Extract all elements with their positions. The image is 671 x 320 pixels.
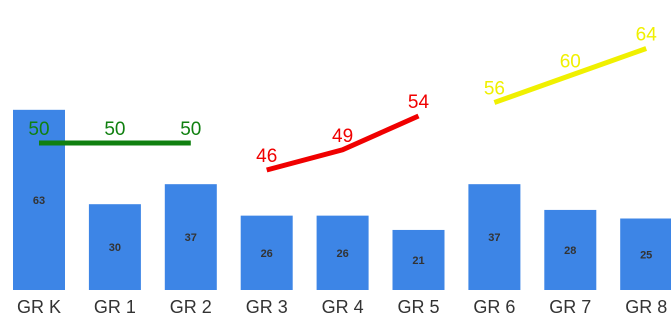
bar-value-label: 21 [412, 255, 424, 267]
bar-8 [544, 209, 597, 290]
bar-value-label: 25 [640, 249, 652, 261]
bar-9 [620, 218, 671, 290]
bar-5 [316, 215, 369, 290]
x-tick-label: GR 1 [94, 297, 136, 317]
bar-7 [468, 184, 521, 290]
bar-3 [164, 184, 217, 290]
x-tick-label: GR 8 [625, 297, 667, 317]
x-tick-label: GR 5 [397, 297, 439, 317]
bar-2 [88, 204, 141, 290]
bar-6 [392, 229, 445, 290]
series-point-label: 49 [332, 126, 353, 147]
series-point-label: 50 [28, 119, 49, 140]
series-line-6 [493, 46, 648, 105]
x-tick-label: GR 6 [473, 297, 515, 317]
x-tick-label: GR 3 [246, 297, 288, 317]
bar-value-label: 37 [488, 232, 500, 244]
x-tick-label: GR 7 [549, 297, 591, 317]
bar-value-label: 63 [33, 195, 45, 207]
x-tick-label: GR K [17, 297, 61, 317]
bar-value-label: 28 [564, 245, 576, 257]
x-tick-label: GR 2 [170, 297, 212, 317]
series-line-3 [266, 113, 420, 173]
bar-4 [240, 215, 293, 290]
bar-value-label: 26 [261, 248, 273, 260]
series-point-label: 64 [636, 25, 658, 46]
series-point-label: 54 [408, 92, 430, 113]
bar-1 [13, 109, 65, 290]
x-tick-label: GR 4 [322, 297, 364, 317]
series-point-label: 46 [256, 146, 277, 167]
bar-value-label: 26 [336, 248, 348, 260]
bar-value-label: 37 [185, 232, 197, 244]
series-point-label: 60 [560, 52, 581, 73]
series-point-label: 50 [180, 119, 201, 140]
series-point-label: 56 [484, 79, 505, 100]
series-point-label: 50 [104, 119, 125, 140]
bar-value-label: 30 [109, 242, 121, 254]
